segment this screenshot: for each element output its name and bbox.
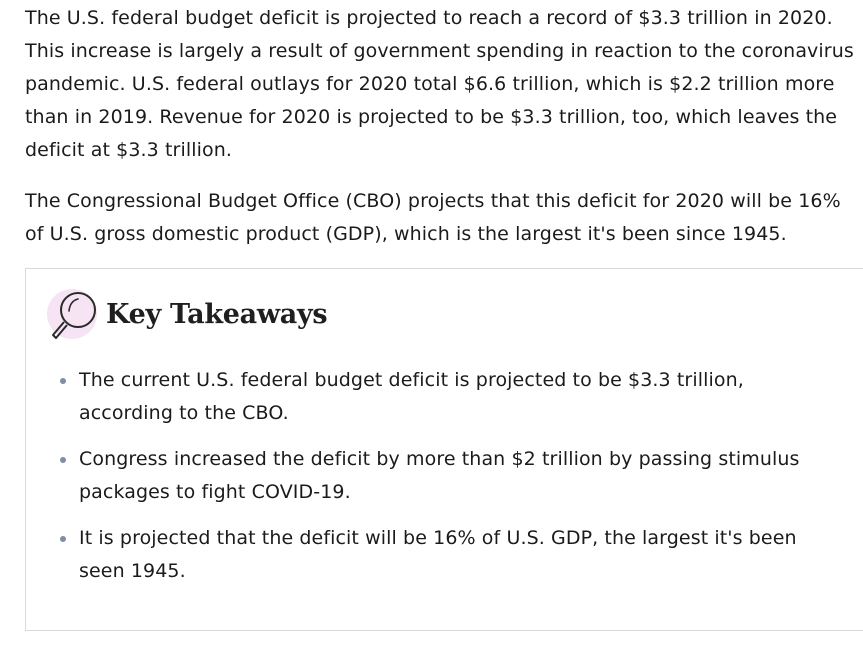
- list-item-text: The current U.S. federal budget deficit …: [79, 369, 744, 424]
- bullet-dot-icon: [60, 536, 66, 542]
- list-item-text: Congress increased the deficit by more t…: [79, 448, 800, 503]
- list-item: Congress increased the deficit by more t…: [60, 443, 830, 509]
- article-paragraph-1: The U.S. federal budget deficit is proje…: [25, 7, 854, 161]
- key-takeaways-box: Key Takeaways The current U.S. federal b…: [25, 268, 863, 631]
- list-item: It is projected that the deficit will be…: [60, 522, 830, 588]
- key-takeaways-list: The current U.S. federal budget deficit …: [60, 364, 830, 601]
- list-item-text: It is projected that the deficit will be…: [79, 527, 797, 582]
- magnifying-glass-icon: [47, 289, 97, 339]
- key-takeaways-title: Key Takeaways: [106, 299, 328, 330]
- article-paragraph-2: The Congressional Budget Office (CBO) pr…: [25, 190, 841, 245]
- list-item: The current U.S. federal budget deficit …: [60, 364, 830, 430]
- bullet-dot-icon: [60, 457, 66, 463]
- bullet-dot-icon: [60, 378, 66, 384]
